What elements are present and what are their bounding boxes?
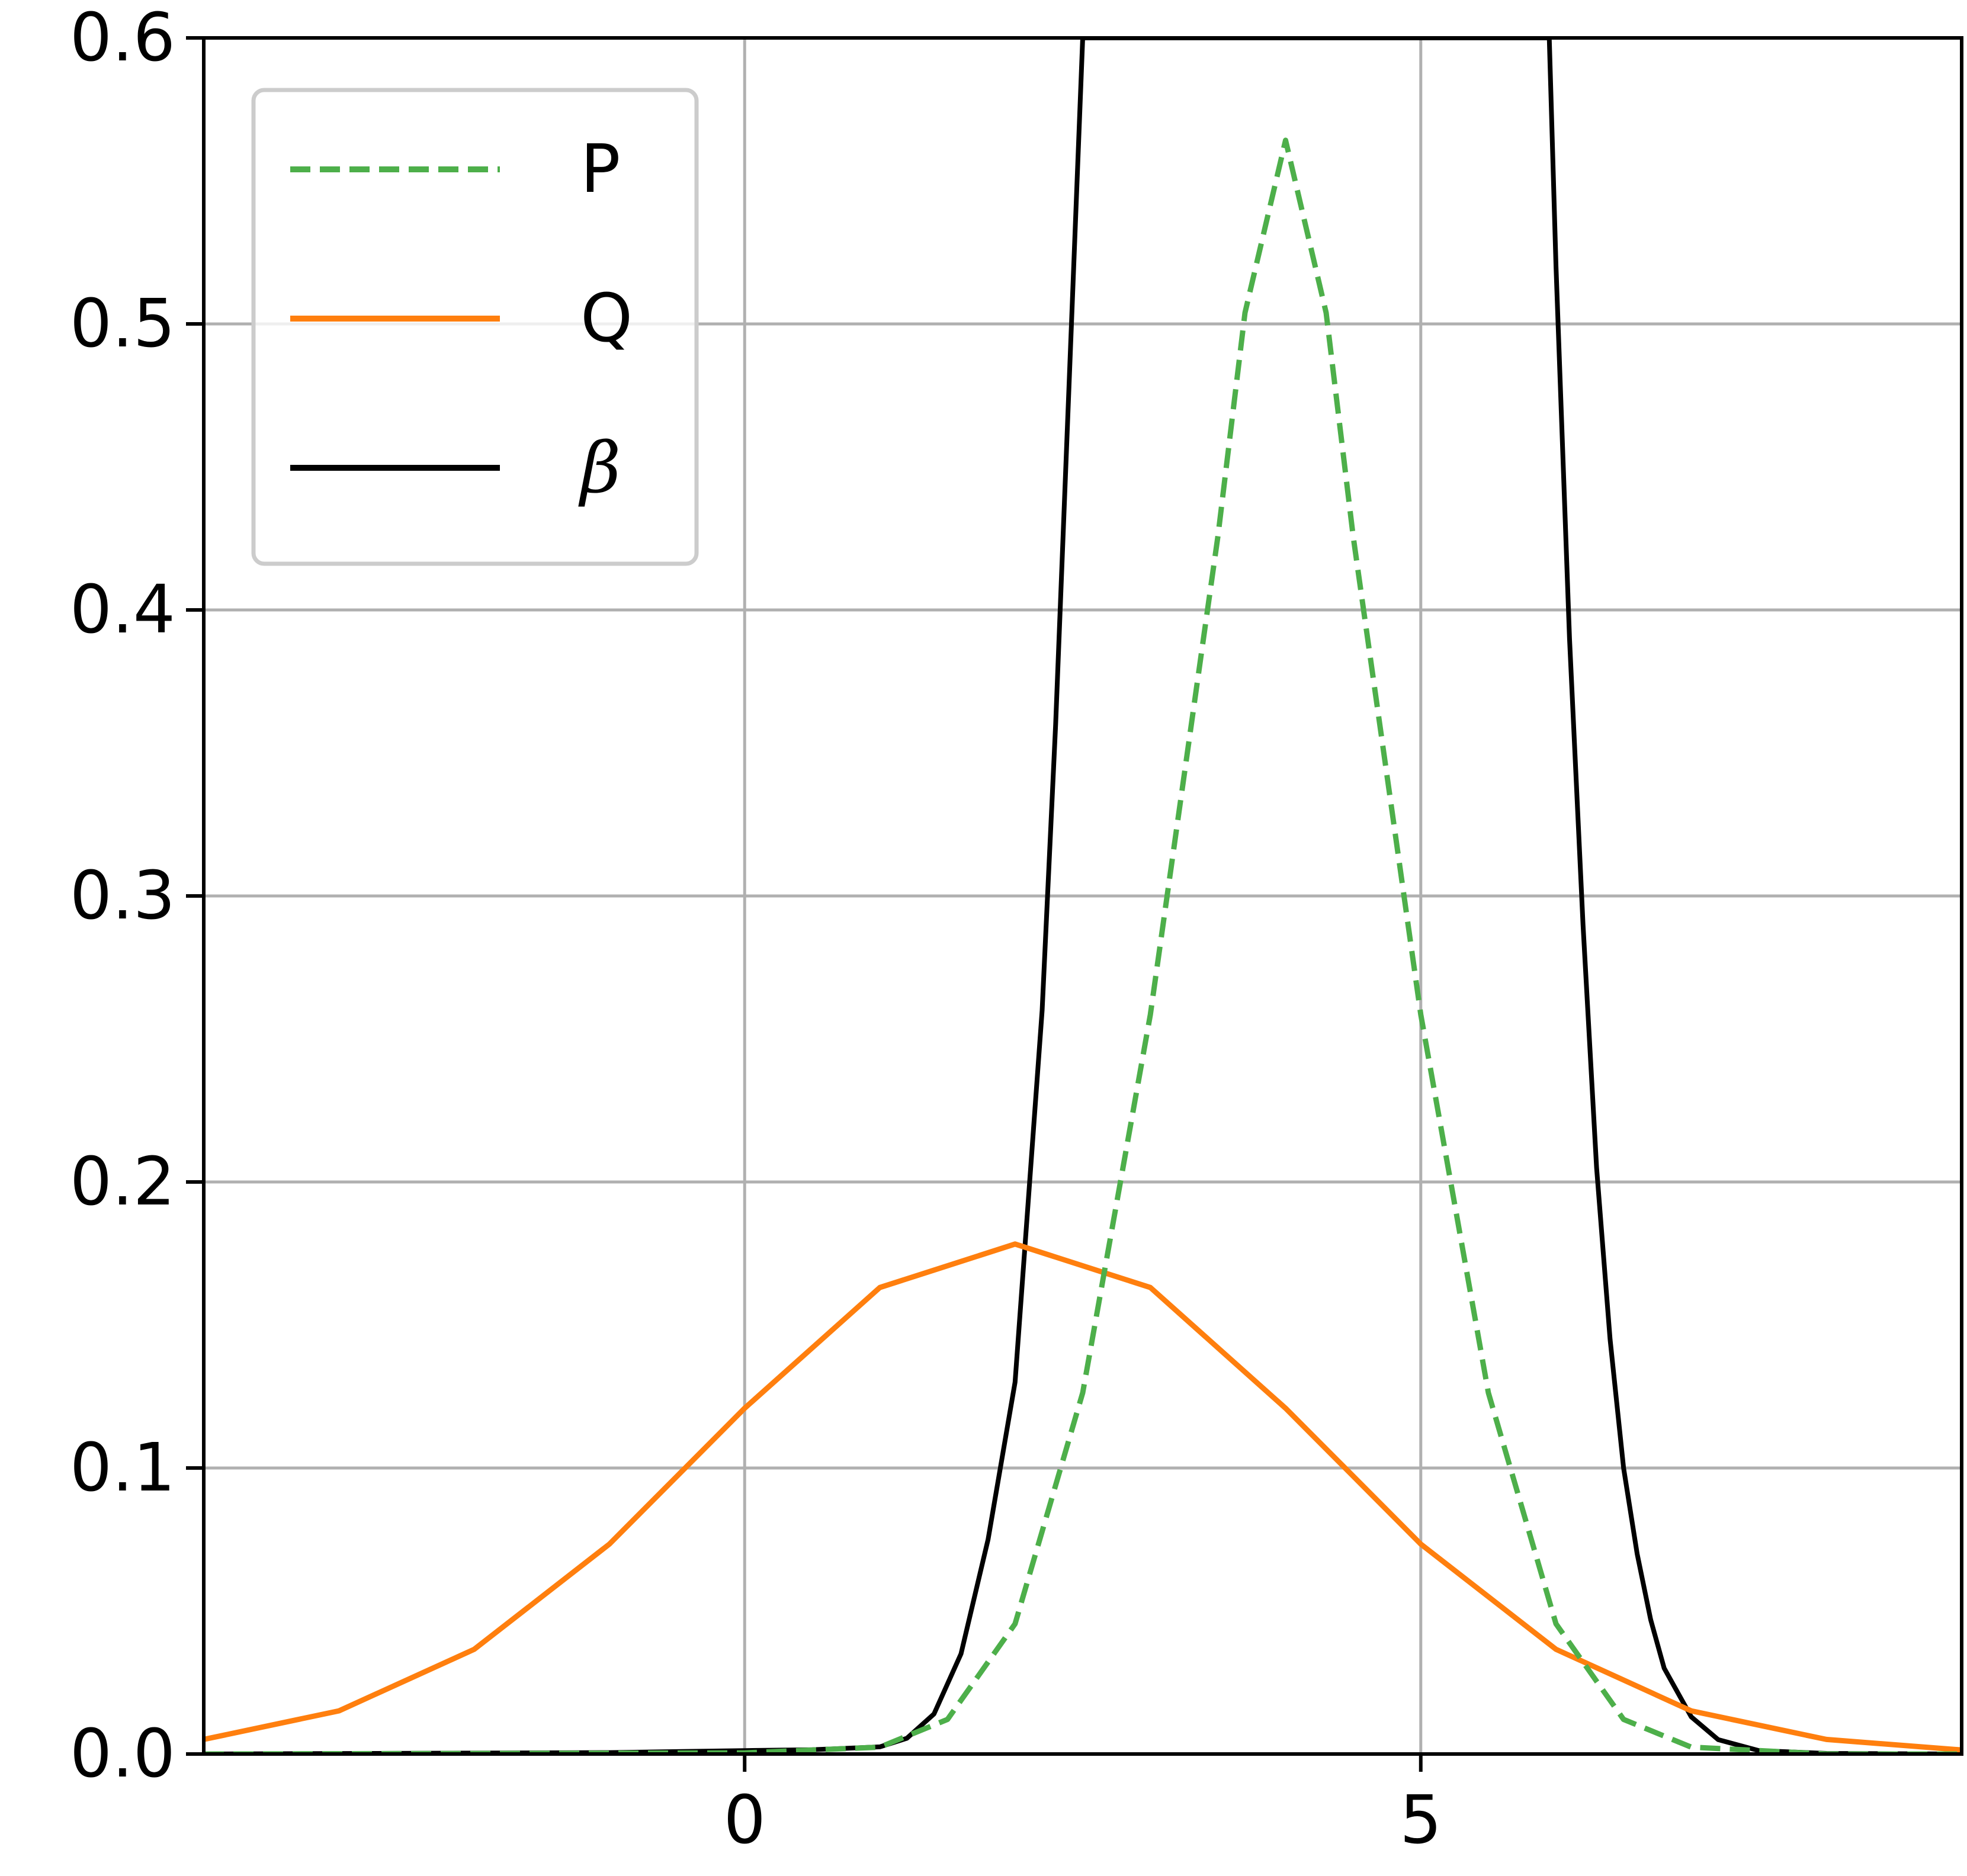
x-tick-label: 0 [724,1782,766,1859]
y-tick-label: 0.1 [70,1430,175,1506]
legend: PQβ [251,88,699,566]
legend-label-1: Q [580,280,633,357]
axis-ticks: 0.0 0.1 0.2 0.3 0.4 0.5 0.6 0 5 [70,0,1442,1859]
legend-box [251,88,699,566]
x-tick-label: 5 [1400,1782,1442,1859]
y-tick-label: 0.2 [70,1143,175,1220]
legend-label-0: P [580,131,621,208]
plot-series [204,38,1962,1754]
y-tick-label: 0.3 [70,857,175,934]
y-tick-label: 0.6 [70,0,175,76]
series-line-2 [204,38,1962,1754]
series-line-0 [204,137,1962,1754]
legend-label-2: β [578,427,621,509]
y-tick-label: 0.4 [70,571,175,648]
y-tick-label: 0.0 [70,1716,175,1793]
series-line-1 [204,1241,1962,1753]
y-tick-label: 0.5 [70,285,175,362]
